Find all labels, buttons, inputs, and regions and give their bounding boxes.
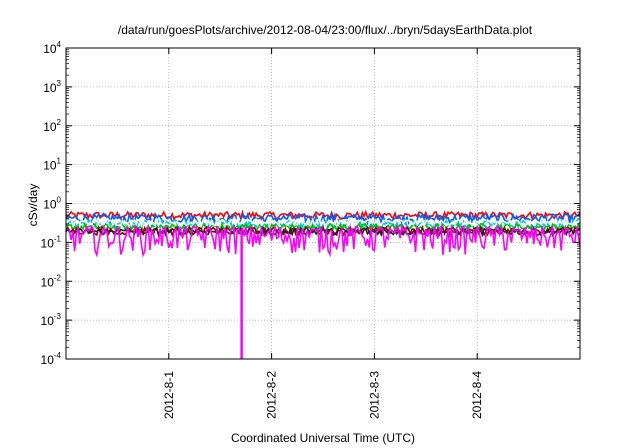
- data-series: [65, 209, 581, 359]
- grid: [66, 47, 580, 360]
- y-tick-label: 100: [43, 196, 61, 212]
- x-tick-label: 2012-8-4: [470, 371, 484, 419]
- y-tick-label: 10-4: [41, 351, 62, 367]
- chart-title: /data/run/goesPlots/archive/2012-08-04/2…: [118, 23, 533, 37]
- x-tick-label: 2012-8-1: [162, 371, 176, 419]
- x-axis-label: Coordinated Universal Time (UTC): [231, 431, 415, 445]
- plot-frame: [65, 47, 581, 360]
- series-line-4: [65, 216, 581, 229]
- y-tick-label: 10-1: [41, 234, 62, 250]
- y-tick-label: 104: [43, 40, 61, 56]
- series-line-7: [65, 223, 581, 258]
- x-tick-label: 2012-8-3: [367, 371, 381, 419]
- y-tick-label: 103: [43, 79, 61, 95]
- y-axis: 10-4 10-3 10-2 10-1 100 101 102 103 104: [41, 40, 580, 367]
- y-axis-label: cSv/day: [26, 184, 40, 227]
- y-tick-label: 10-2: [41, 273, 62, 289]
- y-tick-label: 101: [43, 157, 61, 173]
- x-tick-label: 2012-8-2: [265, 371, 279, 419]
- y-tick-label: 10-3: [41, 312, 62, 328]
- x-axis: 2012-8-1 2012-8-2 2012-8-3 2012-8-4: [162, 48, 484, 419]
- y-tick-label: 102: [43, 118, 61, 134]
